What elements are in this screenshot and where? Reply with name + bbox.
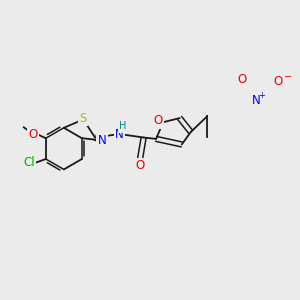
Text: −: − [284, 72, 292, 82]
Text: +: + [258, 91, 265, 100]
Text: N: N [98, 134, 106, 147]
Text: O: O [238, 74, 247, 86]
Text: S: S [80, 112, 87, 124]
Text: O: O [274, 75, 283, 88]
Text: Cl: Cl [23, 156, 35, 169]
Text: O: O [136, 160, 145, 172]
Text: N: N [115, 128, 124, 140]
Text: O: O [28, 128, 37, 140]
Text: H: H [119, 122, 127, 131]
Text: N: N [252, 94, 260, 107]
Text: O: O [153, 114, 162, 128]
